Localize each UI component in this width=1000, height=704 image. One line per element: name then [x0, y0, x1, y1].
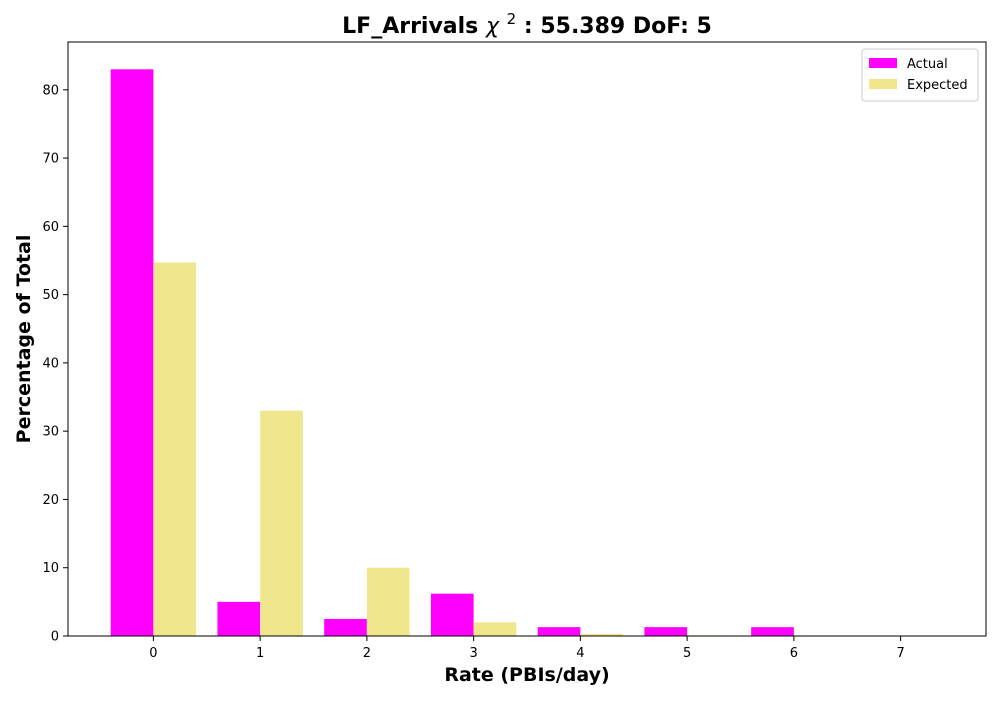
bar-expected-0: [153, 262, 197, 636]
legend-label-actual: Actual: [907, 57, 948, 72]
x-tick-label: 5: [683, 646, 691, 661]
legend-swatch-expected: [869, 79, 897, 89]
y-tick-label: 50: [42, 288, 59, 303]
y-tick-label: 0: [51, 630, 59, 645]
x-tick-label: 4: [576, 646, 584, 661]
y-tick-label: 10: [42, 561, 59, 576]
y-tick-label: 40: [42, 356, 59, 371]
bar-expected-4: [580, 633, 624, 636]
bar-actual-2: [324, 618, 367, 636]
bar-actual-1: [217, 601, 261, 636]
legend-label-expected: Expected: [907, 78, 968, 93]
x-tick-label: 2: [363, 646, 371, 661]
y-tick-label: 30: [42, 425, 59, 440]
y-tick-label: 70: [42, 152, 59, 167]
x-tick-label: 7: [896, 646, 904, 661]
y-tick-label: 60: [42, 220, 59, 235]
chart-title-main: LF_Arrivals: [342, 14, 478, 39]
y-axis-label: Percentage of Total: [13, 235, 35, 444]
legend-swatch-actual: [869, 58, 897, 68]
chart-title-superscript: 2: [507, 10, 517, 28]
x-tick-label: 1: [256, 646, 264, 661]
y-tick-label: 80: [42, 83, 59, 98]
chart-title: LF_Arrivals χ 2 : 55.389 DoF: 5: [342, 5, 712, 39]
bar-actual-5: [644, 627, 688, 636]
bar-actual-0: [110, 69, 154, 636]
bar-actual-4: [537, 627, 581, 636]
bar-expected-1: [260, 410, 303, 636]
bar-expected-2: [366, 567, 410, 636]
bar-expected-3: [473, 622, 517, 636]
y-tick-label: 20: [42, 493, 59, 508]
x-axis-label: Rate (PBIs/day): [444, 664, 609, 686]
x-tick-label: 6: [790, 646, 798, 661]
x-tick-label: 3: [469, 646, 477, 661]
legend: Actual Expected: [861, 48, 979, 102]
plot-area: [110, 69, 794, 636]
chart-title-symbol: χ: [485, 14, 500, 39]
x-tick-label: 0: [149, 646, 157, 661]
bar-actual-6: [751, 627, 794, 636]
y-axis: 0 10 20 30 40 50 60 70 80: [42, 83, 68, 645]
plot-frame: [67, 41, 987, 637]
bar-actual-3: [430, 593, 474, 636]
chart-title-suffix: : 55.389 DoF: 5: [524, 14, 712, 39]
x-axis: 0 1 2 3 4 5 6 7: [149, 636, 905, 661]
